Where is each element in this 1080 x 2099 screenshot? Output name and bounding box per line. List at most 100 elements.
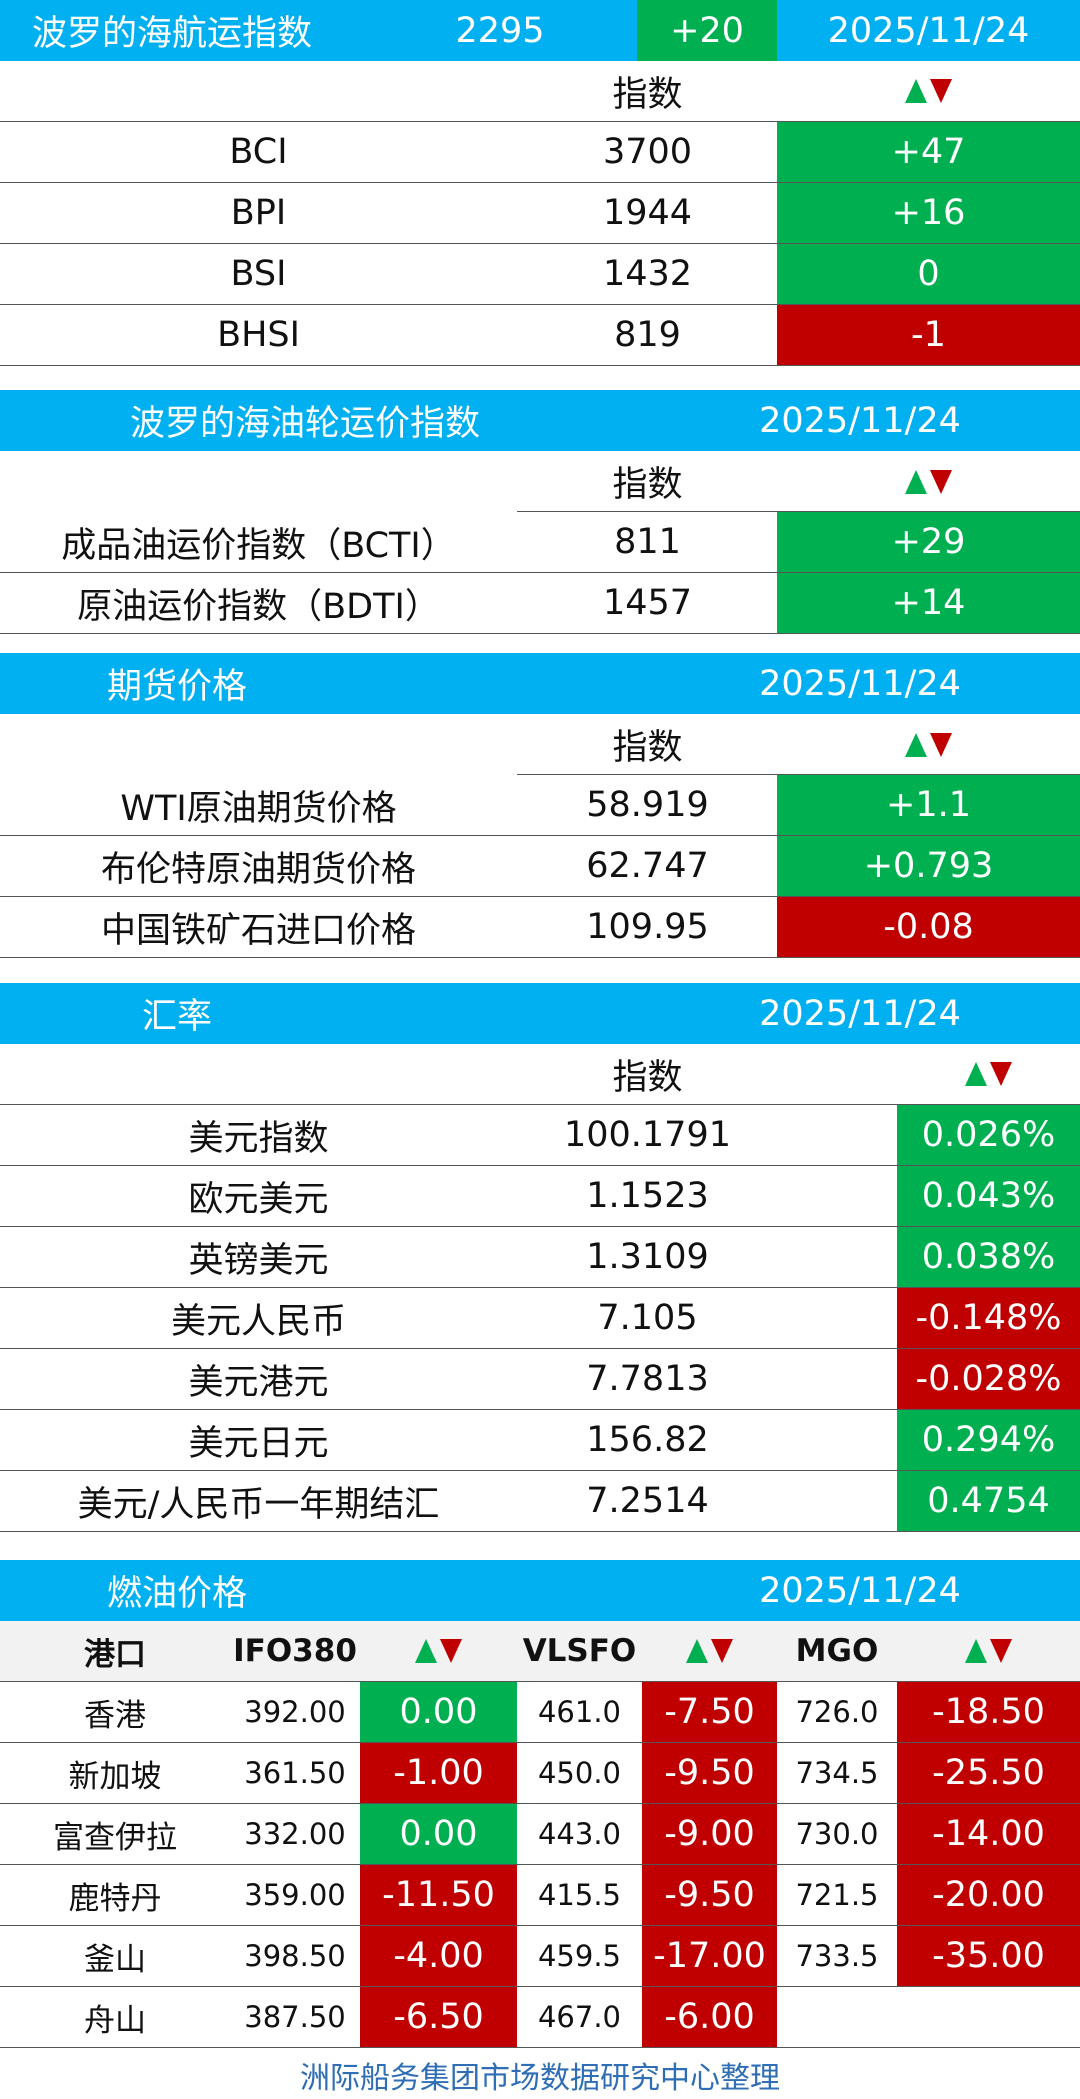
mgo-change: -25.50 [897, 1743, 1080, 1803]
bdi-column-header: 指数 [0, 61, 1080, 122]
ifo-column-label: IFO380 [233, 1633, 357, 1669]
row-name: 布伦特原油期货价格 [100, 849, 416, 890]
row-value: 1944 [602, 193, 693, 233]
mgo-price: 730.0 [795, 1817, 879, 1851]
tanker-title: 波罗的海油轮运价指数 [130, 404, 481, 444]
vlsfo-price: 467.0 [537, 2000, 622, 2034]
fx-row: 欧元美元 1.1523 0.043% [0, 1166, 1080, 1227]
mgo-change: -14.00 [897, 1804, 1080, 1864]
row-name: 欧元美元 [188, 1179, 329, 1220]
port-name: 鹿特丹 [68, 1880, 162, 1917]
fuel-row: 香港 392.00 0.00 461.0 -7.50 726.0 -18.50 [0, 1682, 1080, 1743]
vlsfo-price: 461.0 [537, 1695, 622, 1729]
vlsfo-change: -9.50 [642, 1743, 777, 1803]
fx-row: 英镑美元 1.3109 0.038% [0, 1227, 1080, 1288]
row-name: BPI [230, 193, 287, 233]
fuel-row: 新加坡 361.50 -1.00 450.0 -9.50 734.5 -25.50 [0, 1743, 1080, 1804]
row-name: 原油运价指数（BDTI） [77, 586, 440, 627]
fx-title: 汇率 [142, 997, 213, 1037]
row-name: 中国铁矿石进口价格 [100, 910, 416, 951]
tanker-column-header: 指数 [0, 451, 1080, 512]
divider [517, 511, 1080, 512]
row-change: 0.4754 [897, 1471, 1080, 1531]
change-direction-icon [777, 451, 1080, 512]
row-value: 1457 [602, 583, 693, 623]
ifo-price: 392.00 [244, 1695, 346, 1729]
vlsfo-change: -7.50 [642, 1682, 777, 1742]
row-change: +16 [777, 183, 1080, 243]
fx-row: 美元港元 7.7813 -0.028% [0, 1349, 1080, 1410]
row-change: -0.08 [777, 897, 1080, 957]
mgo-change: -20.00 [897, 1865, 1080, 1925]
row-value: 1.1523 [586, 1176, 709, 1216]
row-change: -0.028% [897, 1349, 1080, 1409]
port-name: 釜山 [84, 1941, 146, 1978]
port-column-label: 港口 [84, 1636, 146, 1673]
bdi-value: 2295 [455, 10, 545, 51]
row-change: 0.294% [897, 1410, 1080, 1470]
fuel-header: 燃油价格 2025/11/24 [0, 1560, 1080, 1621]
ifo-change: -11.50 [360, 1865, 517, 1925]
bdi-header: 波罗的海航运指数 2295 +20 2025/11/24 [0, 0, 1080, 61]
ifo-price: 387.50 [244, 2000, 346, 2034]
ifo-price: 361.50 [244, 1756, 346, 1790]
fx-row: 美元指数 100.1791 0.026% [0, 1105, 1080, 1166]
fuel-row: 舟山 387.50 -6.50 467.0 -6.00 [0, 1987, 1080, 2048]
row-name: 美元指数 [188, 1118, 329, 1159]
row-value: 109.95 [586, 907, 709, 947]
ifo-price: 398.50 [244, 1939, 346, 1973]
mgo-price: 726.0 [795, 1695, 879, 1729]
mgo-price: 733.5 [795, 1939, 879, 1973]
row-value: 58.919 [586, 785, 709, 825]
row-change: 0.038% [897, 1227, 1080, 1287]
futures-row: 中国铁矿石进口价格 109.95 -0.08 [0, 897, 1080, 958]
index-column-label: 指数 [612, 74, 683, 115]
port-name: 舟山 [84, 2002, 146, 2039]
row-value: 7.7813 [586, 1359, 709, 1399]
row-change: 0.026% [897, 1105, 1080, 1165]
futures-row: WTI原油期货价格 58.919 +1.1 [0, 775, 1080, 836]
ifo-change: -6.50 [360, 1987, 517, 2047]
row-change: +0.793 [777, 836, 1080, 896]
bdi-row: BSI 1432 0 [0, 244, 1080, 305]
tanker-header: 波罗的海油轮运价指数 2025/11/24 [0, 390, 1080, 451]
ifo-change: -4.00 [360, 1926, 517, 1986]
port-name: 富查伊拉 [53, 1819, 177, 1856]
row-value: 819 [614, 315, 681, 355]
fx-header: 汇率 2025/11/24 [0, 983, 1080, 1044]
row-value: 1432 [602, 254, 693, 294]
bdi-row: BCI 3700 +47 [0, 122, 1080, 183]
mgo-price: 721.5 [795, 1878, 879, 1912]
row-value: 811 [614, 522, 681, 562]
futures-date: 2025/11/24 [759, 663, 961, 704]
change-direction-icon [777, 61, 1080, 121]
row-change: -1 [777, 305, 1080, 365]
fuel-row: 富查伊拉 332.00 0.00 443.0 -9.00 730.0 -14.00 [0, 1804, 1080, 1865]
fx-date: 2025/11/24 [759, 993, 961, 1034]
row-name: 美元/人民币一年期结汇 [77, 1484, 440, 1525]
row-change: +14 [777, 573, 1080, 633]
row-value: 156.82 [586, 1420, 709, 1460]
fuel-column-header: 港口 IFO380 VLSFO MGO [0, 1621, 1080, 1682]
fuel-date: 2025/11/24 [759, 1570, 961, 1611]
vlsfo-change: -17.00 [642, 1926, 777, 1986]
fx-row: 美元/人民币一年期结汇 7.2514 0.4754 [0, 1471, 1080, 1532]
tanker-row: 原油运价指数（BDTI） 1457 +14 [0, 573, 1080, 634]
row-value: 1.3109 [586, 1237, 709, 1277]
row-value: 100.1791 [563, 1115, 731, 1155]
tanker-date: 2025/11/24 [759, 400, 961, 441]
fuel-title: 燃油价格 [107, 1574, 248, 1614]
port-name: 香港 [84, 1697, 146, 1734]
futures-column-header: 指数 [0, 714, 1080, 775]
vlsfo-price: 459.5 [537, 1939, 622, 1973]
fx-row: 美元日元 156.82 0.294% [0, 1410, 1080, 1471]
row-value: 7.105 [597, 1298, 698, 1338]
index-column-label: 指数 [612, 465, 683, 505]
change-direction-icon [360, 1621, 517, 1681]
ifo-price: 359.00 [244, 1878, 346, 1912]
row-name: 英镑美元 [188, 1240, 329, 1281]
mgo-price: 734.5 [795, 1756, 879, 1790]
row-name: 美元日元 [188, 1423, 329, 1464]
vlsfo-price: 443.0 [537, 1817, 622, 1851]
